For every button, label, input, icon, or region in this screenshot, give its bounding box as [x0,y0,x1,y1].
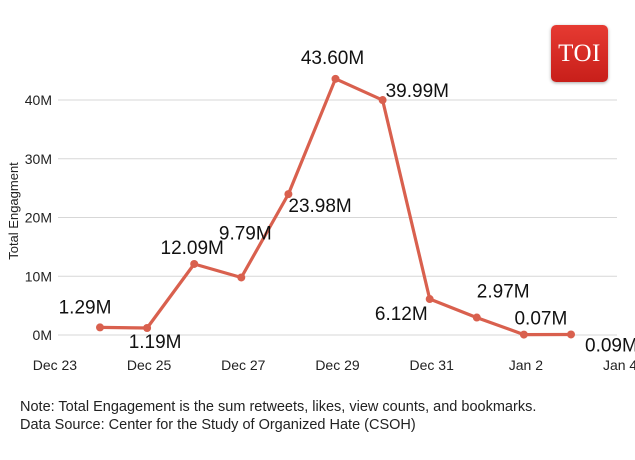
y-tick-label: 10M [25,268,52,284]
data-point [378,96,387,105]
data-point [331,74,340,83]
x-tick-label: Dec 27 [221,357,266,373]
data-point [284,190,293,199]
data-label: 2.97M [477,282,530,303]
x-tick-label: Dec 29 [315,357,360,373]
data-point [472,313,481,322]
y-axis-label: Total Engagment [6,162,21,260]
chart-notes: Note: Total Engagement is the sum retwee… [20,398,536,434]
x-tick-label: Jan 2 [509,357,543,373]
data-label: 23.98M [288,196,351,217]
y-tick-label: 20M [25,210,52,226]
data-point [567,330,575,339]
data-point [237,273,246,282]
x-tick-label: Jan 4 [603,357,635,373]
data-label: 6.12M [375,304,428,325]
x-tick-label: Dec 23 [33,357,78,373]
data-label: 1.19M [129,332,182,353]
data-point [190,259,199,268]
data-point [519,330,528,339]
data-label: 43.60M [301,48,364,69]
x-tick-label: Dec 25 [127,357,172,373]
data-points [96,74,575,339]
data-point [96,323,104,332]
data-source-line: Data Source: Center for the Study of Org… [20,417,416,433]
data-label: 1.29M [59,297,112,318]
data-label: 0.07M [514,309,567,330]
y-tick-label: 0M [33,327,52,343]
y-tick-label: 40M [25,92,52,108]
note-line: Note: Total Engagement is the sum retwee… [20,399,537,415]
x-tick-label: Dec 31 [410,357,455,373]
data-label: 0.09M [585,335,635,356]
x-axis-ticks: Dec 23 Dec 25 Dec 27 Dec 29 Dec 31 Jan 2 Jan 4 [33,357,635,373]
y-tick-label: 30M [25,151,52,167]
y-axis-ticks: 0M 10M 20M 30M 40M [25,92,52,343]
data-point [425,295,434,304]
data-point [143,324,152,333]
gridlines [58,99,617,336]
data-label: 39.99M [386,81,449,102]
data-label: 9.79M [219,223,272,244]
data-label: 12.09M [161,238,224,259]
toi-logo: TOI [551,25,608,82]
logo-text: TOI [558,39,601,67]
